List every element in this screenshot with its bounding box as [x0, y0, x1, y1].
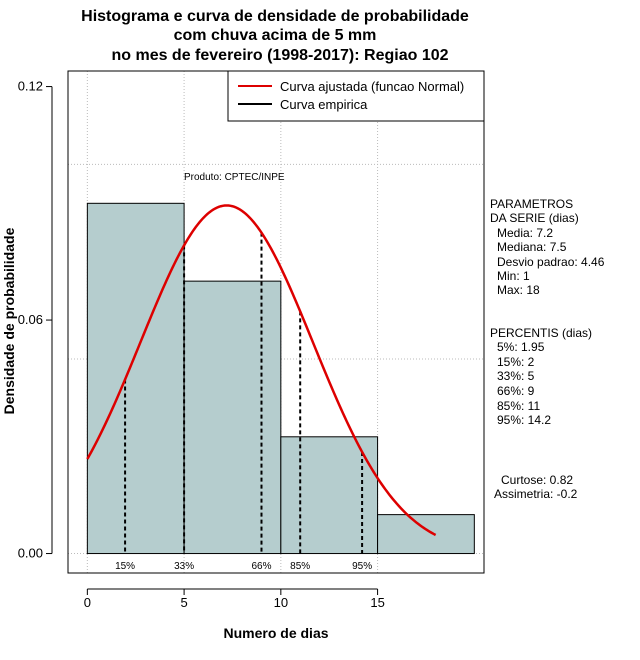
assimetria: Assimetria: -0.2 [494, 487, 578, 501]
product-annotation: Produto: CPTEC/INPE [184, 172, 285, 183]
percentil-15: 15%: 2 [497, 355, 535, 369]
percentile-layer: 15% 33% 66% 85% 95% [115, 232, 372, 572]
x-tick-label: 5 [180, 595, 187, 610]
legend-label-empirical: Curva empirica [280, 97, 368, 112]
params-title-1: PARAMETROS [490, 197, 573, 211]
bars-layer [86, 202, 475, 555]
percentile-label-85: 85% [290, 561, 310, 572]
histogram-bar-4 [377, 514, 475, 555]
histogram-bar-1 [86, 202, 185, 555]
percentil-5: 5%: 1.95 [497, 340, 545, 354]
param-mediana: Mediana: 7.5 [497, 240, 567, 254]
histogram-bar-2 [183, 280, 282, 555]
params-title-2: DA SERIE (dias) [490, 211, 579, 225]
axes-layer: 0 5 10 15 0.00 0.06 0.12 [18, 79, 385, 610]
y-axis-title: Densidade de probabilidade [1, 227, 17, 414]
percentile-label-33: 33% [174, 561, 194, 572]
chart-title-line-1: Histograma e curva de densidade de proba… [81, 8, 469, 25]
percentis-title: PERCENTIS (dias) [490, 326, 592, 340]
percentil-33: 33%: 5 [497, 369, 535, 383]
param-min: Min: 1 [497, 269, 530, 283]
percentile-label-15: 15% [115, 561, 135, 572]
param-max: Max: 18 [497, 283, 540, 297]
x-axis-title: Numero de dias [223, 625, 328, 641]
chart-title-line-3: no mes de fevereiro (1998-2017): Regiao … [111, 47, 448, 64]
percentile-label-66: 66% [251, 561, 271, 572]
side-panel: PARAMETROS DA SERIE (dias) Media: 7.2 Me… [490, 197, 605, 501]
x-tick-label: 15 [370, 595, 384, 610]
percentil-85: 85%: 11 [497, 399, 540, 413]
normal-curve-line [86, 204, 437, 537]
param-media: Media: 7.2 [497, 226, 553, 240]
x-tick-label: 0 [84, 595, 91, 610]
curve-layer [86, 204, 437, 537]
y-tick-label: 0.00 [18, 546, 43, 561]
y-tick-label: 0.06 [18, 312, 43, 327]
x-tick-label: 10 [274, 595, 288, 610]
percentile-label-95: 95% [352, 561, 372, 572]
param-desvio: Desvio padrao: 4.46 [497, 255, 605, 269]
curtose: Curtose: 0.82 [501, 473, 573, 487]
y-tick-label: 0.12 [18, 79, 43, 94]
percentil-66: 66%: 9 [497, 384, 535, 398]
legend-label-normal: Curva ajustada (funcao Normal) [280, 79, 464, 94]
legend: Curva ajustada (funcao Normal) Curva emp… [227, 70, 485, 122]
percentil-95: 95%: 14.2 [497, 413, 551, 427]
legend-box [227, 70, 485, 122]
chart-title-line-2: com chuva acima de 5 mm [174, 27, 377, 44]
